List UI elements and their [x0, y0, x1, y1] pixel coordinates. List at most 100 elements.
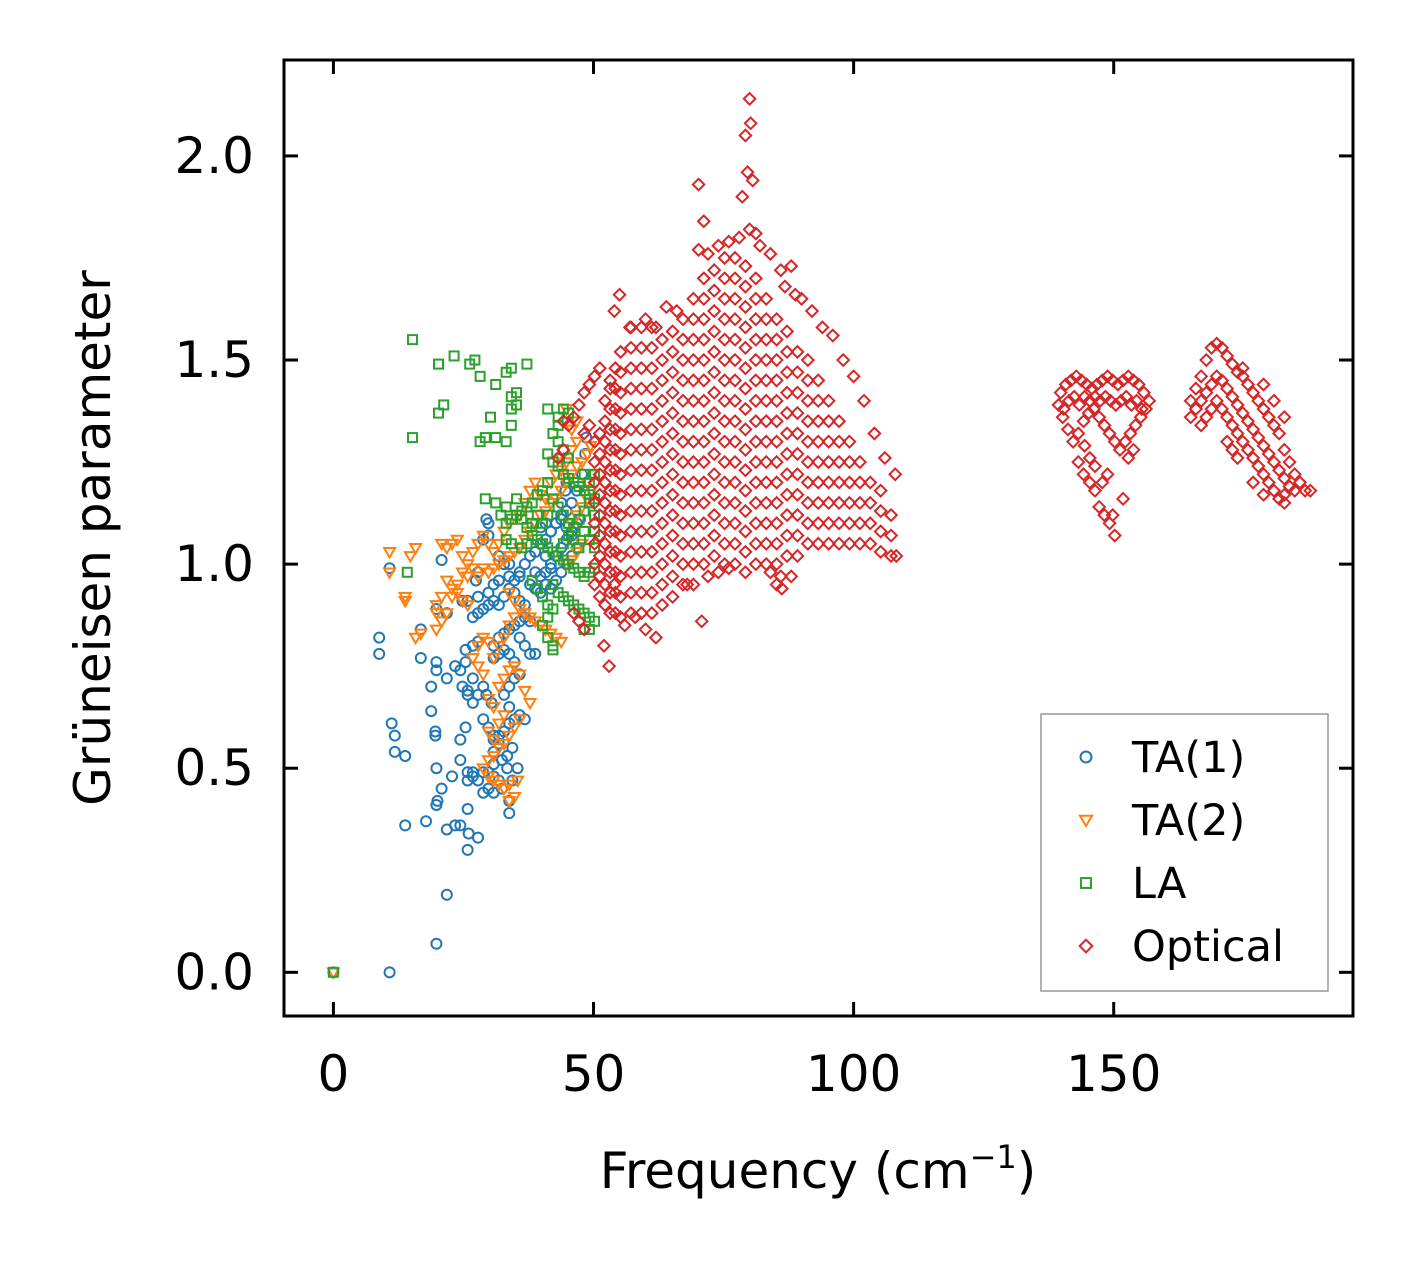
data-point — [727, 332, 743, 347]
data-point — [612, 287, 627, 302]
data-point — [1076, 467, 1091, 482]
data-point — [597, 516, 613, 531]
data-point — [644, 565, 659, 580]
data-point — [1121, 450, 1136, 466]
data-point — [470, 640, 486, 654]
data-point — [491, 640, 507, 654]
data-point — [634, 565, 649, 580]
data-point — [675, 352, 691, 368]
y-tick-label: 1.5 — [174, 331, 254, 389]
data-point — [537, 619, 549, 631]
data-point — [529, 647, 542, 660]
data-point — [1188, 381, 1204, 396]
data-point — [613, 487, 628, 502]
data-point — [707, 283, 722, 298]
data-point — [696, 393, 711, 409]
data-point — [1115, 373, 1131, 388]
data-point — [717, 536, 732, 551]
data-point — [1235, 369, 1250, 384]
data-point — [738, 544, 753, 560]
data-point — [779, 487, 795, 502]
data-point — [597, 577, 613, 592]
data-point — [842, 495, 857, 511]
data-point — [738, 483, 753, 498]
data-point — [602, 503, 618, 519]
data-point — [444, 538, 460, 552]
data-point — [707, 344, 722, 360]
x-axis-label: Frequency (cm−1) — [600, 1138, 1037, 1200]
data-point — [587, 475, 602, 490]
data-point — [1245, 385, 1261, 400]
data-point — [472, 831, 485, 844]
data-point — [759, 291, 774, 306]
data-point — [842, 516, 857, 531]
data-point — [655, 393, 670, 409]
data-point — [686, 556, 701, 572]
data-point — [555, 566, 568, 579]
legend-label: TA(2) — [1131, 796, 1245, 846]
data-point — [738, 361, 753, 376]
data-point — [727, 291, 743, 306]
data-point — [327, 966, 339, 978]
data-point — [1261, 475, 1276, 490]
data-point — [589, 509, 601, 521]
data-point — [1297, 483, 1313, 498]
data-point — [644, 524, 659, 539]
data-point — [500, 501, 512, 513]
legend-label: TA(1) — [1131, 733, 1245, 783]
data-point — [738, 524, 753, 539]
data-point — [500, 534, 512, 546]
data-point — [686, 332, 701, 347]
data-point — [613, 344, 628, 360]
data-point — [470, 538, 486, 552]
data-point — [1256, 377, 1271, 392]
data-point — [425, 680, 438, 693]
data-point — [1188, 401, 1204, 417]
data-point — [655, 454, 670, 470]
data-point — [601, 659, 617, 674]
legend-item: Optical — [1078, 922, 1284, 972]
data-point — [425, 705, 438, 718]
data-point — [475, 632, 491, 646]
data-point — [1266, 418, 1282, 433]
x-tick-label: 50 — [562, 1045, 626, 1103]
data-point — [460, 600, 475, 613]
data-point — [1287, 467, 1302, 482]
legend-item: TA(2) — [1078, 796, 1245, 846]
data-point — [707, 528, 722, 543]
data-point — [717, 454, 732, 470]
data-point — [821, 393, 836, 409]
data-point — [429, 729, 442, 742]
data-point — [777, 279, 793, 294]
data-point — [774, 581, 789, 596]
data-point — [696, 536, 711, 551]
data-point — [496, 673, 512, 686]
data-point — [811, 414, 826, 429]
data-point — [748, 271, 763, 286]
data-point — [461, 774, 474, 787]
data-point — [665, 446, 680, 462]
data-point — [763, 246, 778, 262]
data-point — [481, 755, 496, 768]
data-point — [496, 555, 512, 568]
data-point — [1117, 434, 1133, 449]
data-point — [1277, 471, 1292, 486]
data-point — [748, 454, 763, 470]
data-point — [505, 403, 517, 415]
data-point — [592, 548, 607, 564]
data-point — [752, 238, 768, 253]
data-point — [589, 468, 601, 480]
data-point — [413, 628, 429, 641]
data-point — [748, 393, 763, 409]
data-point — [1183, 410, 1198, 425]
data-point — [429, 624, 444, 637]
data-point — [429, 608, 444, 621]
series-optical — [550, 91, 1318, 674]
data-point — [745, 173, 760, 188]
data-point — [821, 495, 836, 511]
data-point — [790, 507, 805, 523]
data-point — [686, 414, 701, 429]
data-point — [686, 475, 701, 490]
data-point — [727, 393, 743, 409]
data-point — [759, 373, 774, 388]
